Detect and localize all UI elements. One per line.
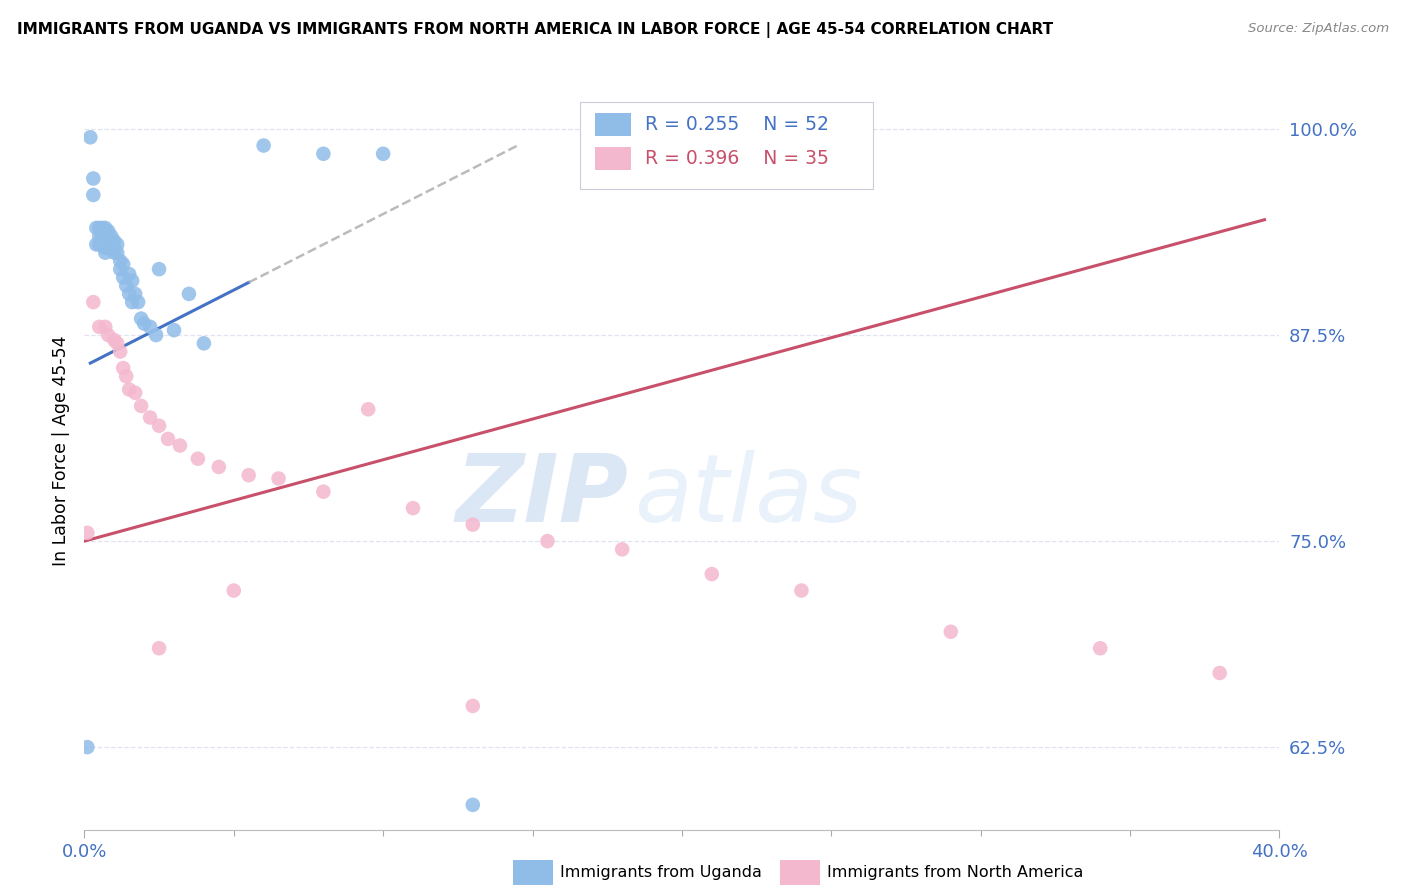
- Point: [132, 317, 156, 331]
- Point: [94, 319, 117, 334]
- Point: [79, 130, 101, 145]
- Point: [100, 229, 122, 244]
- Point: [129, 399, 152, 413]
- Point: [312, 146, 335, 161]
- Text: R = 0.396    N = 35: R = 0.396 N = 35: [645, 149, 828, 168]
- FancyBboxPatch shape: [581, 102, 873, 189]
- Point: [121, 295, 143, 310]
- Text: IMMIGRANTS FROM UGANDA VS IMMIGRANTS FROM NORTH AMERICA IN LABOR FORCE | AGE 45-: IMMIGRANTS FROM UGANDA VS IMMIGRANTS FRO…: [17, 22, 1053, 38]
- Point: [103, 234, 125, 248]
- Point: [97, 234, 120, 248]
- Point: [700, 567, 723, 582]
- Point: [187, 451, 209, 466]
- Point: [118, 286, 141, 301]
- Point: [312, 484, 335, 499]
- Point: [110, 262, 132, 277]
- Point: [461, 698, 484, 713]
- Point: [129, 311, 152, 326]
- Point: [373, 146, 395, 161]
- Point: [115, 278, 138, 293]
- Text: Immigrants from Uganda: Immigrants from Uganda: [560, 865, 762, 880]
- Point: [612, 542, 634, 557]
- Point: [103, 333, 125, 347]
- Point: [112, 270, 135, 285]
- Point: [238, 468, 260, 483]
- Point: [97, 241, 120, 255]
- Point: [148, 418, 170, 433]
- Point: [139, 410, 162, 425]
- Point: [461, 517, 484, 532]
- Point: [1090, 641, 1112, 656]
- Point: [100, 241, 122, 255]
- Point: [105, 245, 128, 260]
- Point: [91, 229, 114, 244]
- Point: [86, 237, 108, 252]
- Y-axis label: In Labor Force | Age 45-54: In Labor Force | Age 45-54: [52, 335, 70, 566]
- Point: [112, 257, 135, 271]
- Point: [91, 229, 114, 244]
- Point: [105, 336, 128, 351]
- Point: [76, 740, 98, 755]
- Point: [127, 295, 149, 310]
- Point: [118, 383, 141, 397]
- Point: [89, 221, 111, 235]
- Point: [100, 237, 122, 252]
- Point: [105, 237, 128, 252]
- Point: [939, 624, 962, 639]
- Point: [110, 344, 132, 359]
- FancyBboxPatch shape: [595, 147, 630, 170]
- Point: [97, 237, 120, 252]
- Point: [253, 138, 276, 153]
- Point: [103, 245, 125, 260]
- Point: [89, 229, 111, 244]
- Point: [94, 229, 117, 244]
- Point: [94, 245, 117, 260]
- Point: [89, 237, 111, 252]
- Point: [103, 241, 125, 255]
- Text: atlas: atlas: [634, 450, 862, 541]
- Point: [148, 641, 170, 656]
- Point: [148, 262, 170, 277]
- FancyBboxPatch shape: [595, 113, 630, 136]
- Text: ZIP: ZIP: [456, 450, 628, 542]
- Point: [91, 221, 114, 235]
- Point: [169, 438, 191, 452]
- Point: [163, 323, 186, 337]
- Point: [97, 224, 120, 238]
- Point: [1209, 665, 1232, 680]
- Point: [86, 221, 108, 235]
- Point: [94, 229, 117, 244]
- Point: [193, 336, 215, 351]
- Point: [461, 797, 484, 812]
- Point: [82, 171, 104, 186]
- Point: [82, 295, 104, 310]
- Point: [118, 267, 141, 281]
- Text: Source: ZipAtlas.com: Source: ZipAtlas.com: [1249, 22, 1389, 36]
- Point: [89, 319, 111, 334]
- Point: [97, 328, 120, 343]
- Point: [94, 241, 117, 255]
- Point: [222, 583, 245, 598]
- Text: Immigrants from North America: Immigrants from North America: [827, 865, 1083, 880]
- Point: [536, 534, 558, 549]
- Point: [94, 221, 117, 235]
- Point: [402, 501, 425, 516]
- Point: [121, 274, 143, 288]
- Point: [115, 369, 138, 384]
- Point: [267, 471, 290, 485]
- Point: [112, 361, 135, 376]
- Point: [177, 286, 200, 301]
- Point: [157, 432, 180, 446]
- Point: [357, 402, 380, 417]
- Text: R = 0.255    N = 52: R = 0.255 N = 52: [645, 115, 828, 134]
- Point: [208, 459, 231, 474]
- Point: [124, 286, 146, 301]
- Point: [139, 319, 162, 334]
- Point: [76, 525, 98, 540]
- Point: [110, 253, 132, 268]
- Point: [790, 583, 813, 598]
- Point: [145, 328, 167, 343]
- Point: [82, 188, 104, 202]
- Point: [124, 385, 146, 400]
